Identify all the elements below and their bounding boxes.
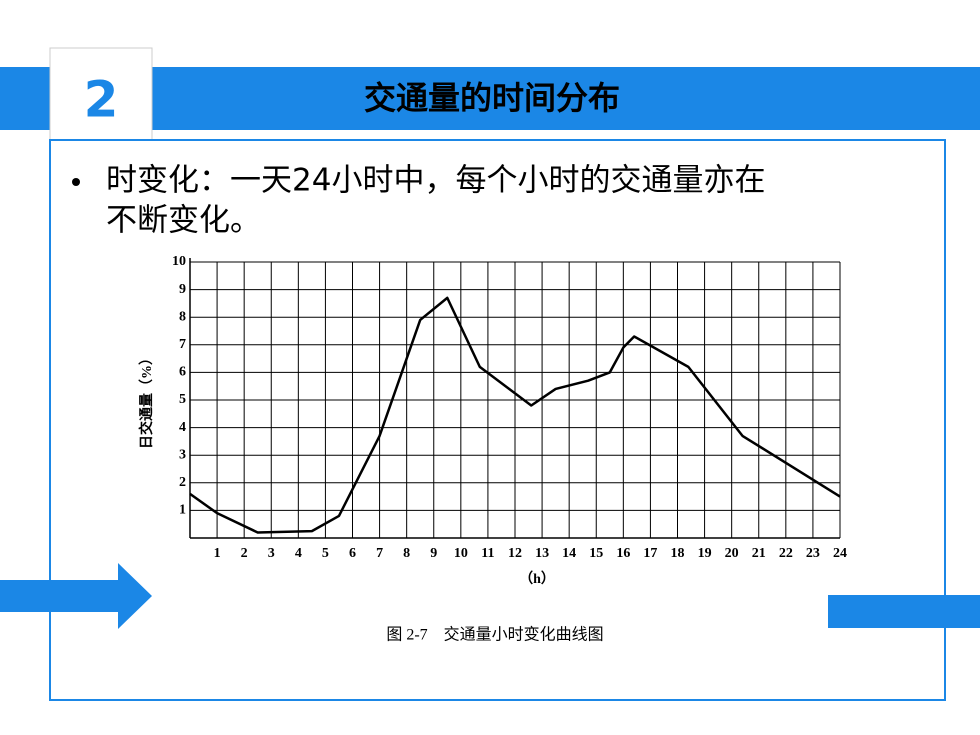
x-tick-label: 15	[589, 546, 603, 561]
y-tick-label: 8	[179, 309, 186, 324]
y-tick-label: 3	[179, 447, 186, 462]
arrow	[0, 563, 152, 629]
data-line	[189, 296, 841, 534]
x-tick-label: 20	[725, 546, 739, 561]
x-axis-label: （h）	[519, 571, 555, 587]
caption: 图 2-7 交通量小时变化曲线图	[386, 626, 603, 644]
y-tick-label: 9	[179, 282, 186, 297]
x-tick-label: 4	[295, 546, 302, 561]
y-tick-label: 5	[179, 392, 186, 407]
y-tick-label: 7	[179, 337, 186, 352]
x-tick-label: 19	[698, 546, 712, 561]
x-tick-label: 22	[779, 546, 793, 561]
x-tick-label: 12	[508, 546, 522, 561]
header-band	[0, 67, 980, 130]
x-tick-label: 3	[268, 546, 275, 561]
y-tick-label: 4	[179, 420, 186, 435]
x-tick-label: 16	[616, 546, 630, 561]
x-tick-label: 5	[322, 546, 329, 561]
y-tick-label: 2	[179, 475, 186, 490]
x-tick-label: 2	[241, 546, 248, 561]
x-tick-label: 8	[403, 546, 410, 561]
x-tick-label: 23	[806, 546, 820, 561]
bullet-text: 不断变化。	[106, 203, 261, 239]
y-axis-label: 日交通量（%）	[138, 351, 155, 449]
x-tick-label: 6	[349, 546, 356, 561]
x-tick-label: 18	[671, 546, 685, 561]
number-box	[49, 47, 153, 141]
x-tick-label: 7	[376, 546, 383, 561]
bullet	[72, 178, 80, 186]
x-tick-label: 11	[481, 546, 494, 561]
x-tick-label: 9	[430, 546, 437, 561]
decor-bar	[828, 595, 980, 628]
y-tick-label: 10	[172, 254, 186, 269]
x-tick-label: 1	[214, 546, 221, 561]
bullet-text: 时变化：一天24小时中，每个小时的交通量亦在	[106, 163, 765, 199]
x-tick-label: 17	[643, 546, 657, 561]
x-tick-label: 21	[752, 546, 766, 561]
x-tick-label: 10	[454, 546, 468, 561]
x-tick-label: 14	[562, 546, 576, 561]
slide-title: 交通量的时间分布	[364, 79, 620, 117]
y-tick-label: 6	[179, 365, 186, 380]
x-tick-label: 13	[535, 546, 549, 561]
slide-number: 2	[84, 71, 119, 129]
x-tick-label: 24	[833, 546, 847, 561]
content-box	[49, 139, 946, 701]
y-tick-label: 1	[179, 503, 186, 518]
